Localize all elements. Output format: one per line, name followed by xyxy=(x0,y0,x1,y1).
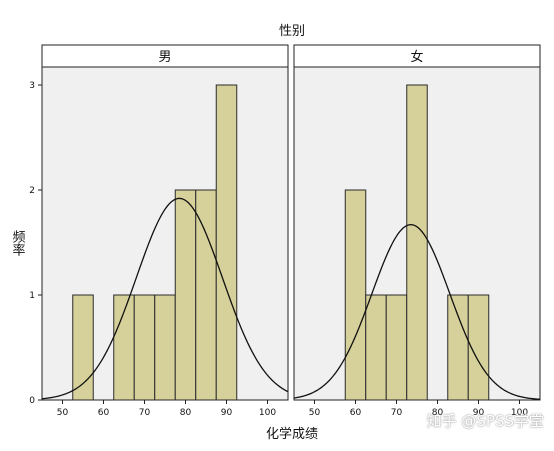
x-tick-label: 60 xyxy=(350,408,362,418)
x-tick-label: 50 xyxy=(309,408,321,418)
y-tick-label: 1 xyxy=(29,291,35,301)
panel-header-label: 男 xyxy=(158,50,171,65)
x-tick-label: 90 xyxy=(473,408,485,418)
x-tick-label: 60 xyxy=(98,408,110,418)
panel-header-label: 女 xyxy=(410,49,423,65)
histogram-bar xyxy=(215,84,238,401)
normal-curve xyxy=(41,197,289,400)
x-axis-label: 化学成绩 xyxy=(266,426,318,442)
x-tick-label: 70 xyxy=(139,408,151,418)
panel-2: 女 50 60 70 80 90 100 xyxy=(293,44,541,418)
x-tick-label: 70 xyxy=(391,408,403,418)
x-tick-label: 100 xyxy=(511,408,528,418)
histogram-bar xyxy=(385,294,408,401)
histogram-bar xyxy=(365,294,387,401)
y-tick-label: 2 xyxy=(29,186,35,196)
chart-title: 性别 xyxy=(279,24,305,39)
x-tick-label: 50 xyxy=(57,408,69,418)
x-tick-label: 100 xyxy=(259,408,276,418)
panel-1: 男 50 60 70 80 90 100 0 1 2 3 xyxy=(29,44,289,418)
histogram-bar xyxy=(133,294,156,401)
normal-curve xyxy=(293,223,541,400)
watermark: 知乎 @SPSS学堂 xyxy=(426,412,544,430)
y-axis-label: 频率 xyxy=(10,230,26,256)
histogram-bar xyxy=(72,294,94,401)
histogram-bar xyxy=(344,189,367,401)
x-tick-label: 80 xyxy=(432,408,444,418)
y-tick-label: 0 xyxy=(29,396,35,406)
x-tick-label: 80 xyxy=(180,408,192,418)
panels-group: 男 50 60 70 80 90 100 0 1 2 3 女 50 60 70 80 90 100 xyxy=(29,44,541,418)
histogram-bar xyxy=(154,294,176,401)
histogram-bar xyxy=(195,189,217,401)
x-tick-label: 90 xyxy=(221,408,233,418)
histogram-bar xyxy=(406,84,428,401)
histogram-bar xyxy=(174,189,197,401)
y-tick-label: 3 xyxy=(29,81,35,91)
histogram-bar xyxy=(447,294,469,401)
